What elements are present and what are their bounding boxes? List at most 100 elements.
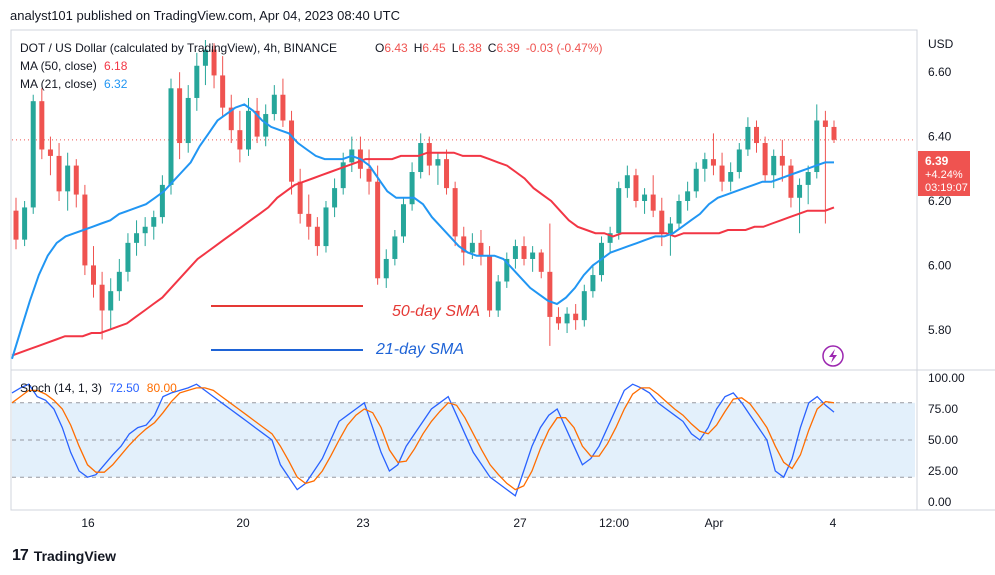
axis-labels: 6.60 6.40 6.20 6.00 5.80 100.00 75.00 50.00 25.0… xyxy=(81,65,965,530)
candle-body xyxy=(685,191,691,201)
candle-body xyxy=(650,194,656,211)
candle-body xyxy=(314,226,320,247)
candle-body xyxy=(159,184,165,218)
candle-body xyxy=(73,165,79,195)
candle-body xyxy=(702,159,708,169)
candle-body xyxy=(289,120,295,182)
candle-body xyxy=(323,207,329,247)
candle-body xyxy=(134,233,140,243)
candle-body xyxy=(90,265,96,285)
last-price-tag: 6.39 +4.24% 03:19:07 xyxy=(918,151,970,196)
candle-body xyxy=(469,242,475,253)
candle-body xyxy=(573,313,579,321)
candle-body xyxy=(831,126,837,140)
candle-body xyxy=(30,101,36,208)
lightning-alert-icon[interactable] xyxy=(822,345,844,367)
price-grid xyxy=(12,139,915,478)
candle-body xyxy=(22,207,28,240)
candle-body xyxy=(762,143,768,176)
candle-body xyxy=(99,284,105,311)
candle-body xyxy=(538,252,544,272)
candle-body xyxy=(142,226,148,234)
candle-body xyxy=(616,188,622,234)
candle-body xyxy=(564,313,570,324)
candle-body xyxy=(237,130,243,150)
countdown: 03:19:07 xyxy=(925,182,968,194)
time-tick-3: 27 xyxy=(513,516,527,530)
candle-body xyxy=(426,143,432,166)
candle-body xyxy=(581,291,587,321)
candle-body xyxy=(228,107,234,131)
candle-body xyxy=(332,188,338,208)
candle-body xyxy=(263,114,269,137)
candle-body xyxy=(745,126,751,150)
stoch-tick-4: 0.00 xyxy=(928,495,952,509)
time-tick-2: 23 xyxy=(356,516,370,530)
candle-body xyxy=(461,236,467,253)
price-tick-2: 6.20 xyxy=(928,194,952,208)
candle-body xyxy=(194,65,200,98)
legend-symbol: DOT / US Dollar (calculated by TradingVi… xyxy=(20,41,337,55)
candle-body xyxy=(375,181,381,279)
candle-body xyxy=(659,210,665,234)
price-tick-0: 6.60 xyxy=(928,65,952,79)
time-tick-0: 16 xyxy=(81,516,95,530)
candle-body xyxy=(116,271,122,292)
candle-body xyxy=(710,159,716,166)
candle-body xyxy=(168,88,174,185)
candle-body xyxy=(177,88,183,144)
stoch-d-line xyxy=(11,387,835,491)
publisher-line: analyst101 published on TradingView.com,… xyxy=(10,8,401,23)
candle-body xyxy=(754,126,760,144)
legend-ma50: MA (50, close) 6.18 xyxy=(20,59,128,73)
stoch-k-line xyxy=(11,383,835,497)
time-tick-6: 4 xyxy=(830,516,837,530)
legend-ma21: MA (21, close) 6.32 xyxy=(20,77,128,91)
candle-body xyxy=(530,252,536,259)
ma-lines xyxy=(11,103,835,360)
candle-body xyxy=(280,94,286,121)
candle-body xyxy=(822,120,828,127)
candle-body xyxy=(478,242,484,256)
candle-body xyxy=(504,258,510,282)
candle-body xyxy=(383,258,389,279)
time-tick-4: 12:00 xyxy=(599,516,629,530)
tradingview-logo[interactable]: 17 TradingView xyxy=(12,547,116,565)
candle-body xyxy=(202,49,208,66)
candle-body xyxy=(555,316,561,324)
price-tick-4: 5.80 xyxy=(928,323,952,337)
candle-body xyxy=(805,172,811,185)
candle-body xyxy=(444,159,450,189)
candle-body xyxy=(676,201,682,224)
candle-body xyxy=(211,49,217,76)
sma50-annotation: 50-day SMA xyxy=(392,303,480,320)
candle-body xyxy=(108,291,114,311)
candle-body xyxy=(245,110,251,150)
sma21-annotation: 21-day SMA xyxy=(375,341,464,358)
candle-body xyxy=(487,255,493,311)
stoch-tick-1: 75.00 xyxy=(928,402,958,416)
candles xyxy=(13,40,837,346)
currency-label: USD xyxy=(928,37,954,51)
candle-body xyxy=(306,213,312,227)
time-tick-1: 20 xyxy=(236,516,250,530)
candle-body xyxy=(495,281,501,311)
candle-body xyxy=(400,204,406,237)
candle-body xyxy=(797,184,803,198)
ma50-line xyxy=(11,151,835,357)
candle-body xyxy=(151,217,157,227)
candle-body xyxy=(340,162,346,189)
candle-body xyxy=(607,233,613,243)
candle-body xyxy=(125,242,131,272)
candle-body xyxy=(418,143,424,173)
candle-body xyxy=(521,246,527,259)
candle-body xyxy=(814,120,820,173)
candle-body xyxy=(271,94,277,115)
candle-body xyxy=(547,271,553,317)
candle-body xyxy=(590,275,596,292)
candle-body xyxy=(512,246,518,259)
candle-body xyxy=(435,159,441,166)
candle-body xyxy=(65,165,71,192)
